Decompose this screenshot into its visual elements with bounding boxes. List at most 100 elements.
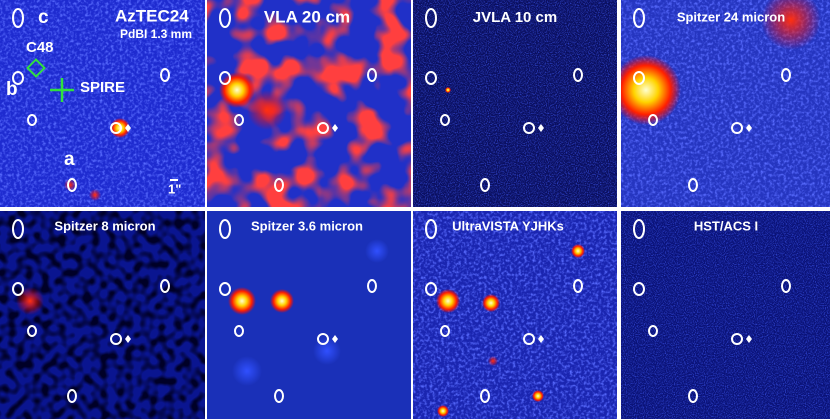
contour (367, 279, 377, 293)
source-blob (436, 289, 460, 313)
source-blob (482, 294, 500, 312)
source-blob (571, 244, 585, 258)
contour (27, 114, 37, 126)
source-blob (232, 356, 262, 386)
contour (67, 389, 77, 403)
contour (731, 122, 743, 134)
contour (538, 335, 544, 343)
source-blob (219, 72, 255, 108)
contour (688, 178, 698, 192)
noise (413, 0, 617, 207)
panel-title: VLA 20 cm (264, 7, 350, 26)
contour (27, 325, 37, 337)
contour (480, 389, 490, 403)
contour (12, 219, 24, 239)
contour (234, 114, 244, 126)
contour (12, 282, 24, 296)
source-blob (64, 179, 76, 191)
contour (274, 178, 284, 192)
panel-title: Spitzer 3.6 micron (251, 218, 363, 233)
contour (573, 68, 583, 82)
panel-title: AzTEC24 (115, 6, 189, 25)
contour (219, 219, 231, 239)
contour (317, 122, 329, 134)
contour (67, 178, 77, 192)
panel-content (0, 211, 205, 419)
image-panel: Spitzer 24 micron (621, 0, 830, 207)
noise (0, 0, 205, 207)
image-panel: VLA 20 cm (207, 0, 411, 207)
contour (12, 71, 24, 85)
annotation: b (6, 79, 18, 100)
contour (332, 124, 338, 132)
source-blob (270, 289, 294, 313)
contour (633, 8, 645, 28)
annotation: C48 (26, 39, 54, 56)
contour (440, 114, 450, 126)
source-blob (228, 287, 256, 315)
contour (160, 279, 170, 293)
contour (688, 389, 698, 403)
contour (781, 279, 791, 293)
panel-title: Spitzer 8 micron (54, 218, 155, 233)
contour (234, 325, 244, 337)
contour (746, 124, 752, 132)
panel-content (413, 211, 617, 419)
contour (746, 335, 752, 343)
annotation: SPIRE (80, 79, 125, 96)
contour (317, 333, 329, 345)
source-blob (532, 390, 544, 402)
annotation: c (38, 7, 49, 28)
contour (12, 8, 24, 28)
contour (538, 124, 544, 132)
source-blob (89, 189, 101, 201)
contour (480, 178, 490, 192)
image-panel: UltraVISTA YJHKs (413, 211, 617, 419)
contour (110, 333, 122, 345)
panel-content (621, 211, 830, 419)
contour (440, 325, 450, 337)
panel-subtitle: PdBI 1.3 mm (120, 27, 192, 41)
contour (219, 71, 231, 85)
contour (110, 122, 122, 134)
contour (219, 282, 231, 296)
source-blob (437, 405, 449, 417)
contour (274, 389, 284, 403)
image-panel: Spitzer 3.6 micron (207, 211, 411, 419)
contour (219, 8, 231, 28)
contour (648, 114, 658, 126)
contour (332, 335, 338, 343)
contour (731, 333, 743, 345)
contour (633, 282, 645, 296)
c48-marker (26, 58, 46, 78)
source-blob (488, 356, 498, 366)
source-blob (621, 55, 681, 125)
panel-content (207, 0, 411, 207)
image-panel: HST/ACS I (621, 211, 830, 419)
contour (633, 71, 645, 85)
panel-content (0, 0, 205, 207)
contour (425, 282, 437, 296)
source-blob (761, 0, 821, 50)
source-blob (16, 287, 44, 315)
source-blob (247, 90, 287, 130)
contour (523, 333, 535, 345)
noise (0, 211, 205, 419)
panel-title: UltraVISTA YJHKs (452, 218, 564, 233)
contour (781, 68, 791, 82)
image-panel: JVLA 10 cm (413, 0, 617, 207)
contour (523, 122, 535, 134)
contour (633, 219, 645, 239)
contour (425, 71, 437, 85)
image-panel: AzTEC24 PdBI 1.3 mm c C48 b SPIRE a 1" (0, 0, 205, 207)
panel-title: Spitzer 24 micron (677, 9, 785, 24)
contour (367, 68, 377, 82)
contour (425, 8, 437, 28)
image-panel: Spitzer 8 micron (0, 211, 205, 419)
annotation: 1" (168, 181, 181, 196)
source-blob (365, 239, 389, 263)
contour (425, 219, 437, 239)
source-blob (445, 87, 451, 93)
noise (413, 211, 617, 419)
